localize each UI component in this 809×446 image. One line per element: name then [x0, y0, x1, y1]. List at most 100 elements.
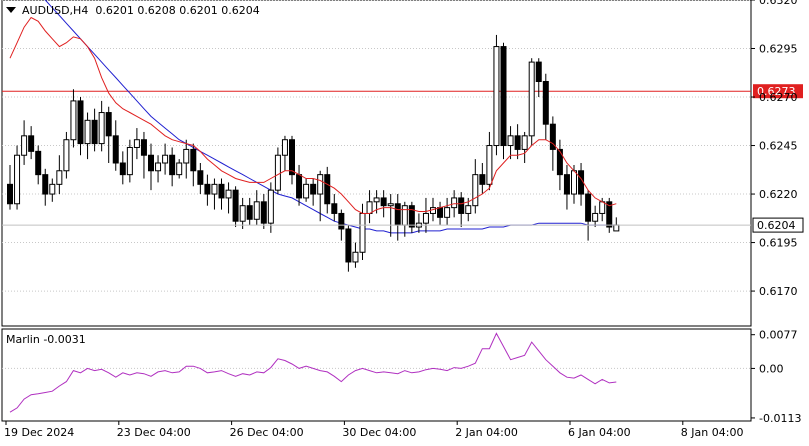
bear-candle-body: [549, 123, 556, 150]
bull-candle-body: [63, 139, 70, 172]
bear-candle-body: [77, 100, 84, 145]
candle: [63, 131, 70, 179]
time-axis-label: 8 Jan 04:00: [681, 426, 744, 439]
bull-candle-body: [176, 162, 183, 176]
candle: [112, 120, 119, 171]
bull-candle-body: [49, 183, 56, 195]
triangle-down-icon[interactable]: [6, 7, 16, 13]
candle: [556, 139, 563, 191]
bull-candle-body: [352, 251, 359, 263]
candle: [35, 145, 42, 185]
bear-candle-body: [514, 135, 521, 150]
bear-candle-body: [338, 212, 345, 230]
bear-candle-body: [500, 46, 507, 147]
candle: [84, 112, 91, 160]
bear-candle-body: [140, 139, 147, 156]
chart-header: AUDUSD,H4 0.6201 0.6208 0.6201 0.6204: [6, 4, 260, 17]
bear-candle-body: [563, 174, 570, 195]
bear-candle-body: [7, 183, 13, 205]
ma-fast-line-group: [9, 16, 617, 214]
bull-candle-body: [451, 197, 458, 209]
price-axis-label: 0.6245: [759, 140, 798, 153]
candle: [218, 178, 225, 210]
bull-candle-body: [444, 207, 451, 218]
time-axis[interactable]: 19 Dec 2024 23 Dec 04:00 26 Dec 04:00 30 De…: [4, 421, 743, 439]
bear-candle-body: [331, 203, 338, 214]
candle: [176, 159, 183, 179]
bull-candle-body: [599, 201, 606, 214]
bear-candle-body: [324, 174, 331, 205]
bear-candle-body: [542, 81, 549, 125]
candle: [133, 128, 140, 160]
candle: [126, 139, 133, 183]
bull-candle-body: [486, 145, 493, 185]
indicator-border: [1, 328, 752, 422]
indicator-axis-label: 0.00: [759, 362, 784, 375]
main-chart-border: [1, 0, 752, 327]
bull-candle-body: [274, 154, 281, 191]
bear-candle-body: [345, 228, 352, 263]
price-axis[interactable]: 0.6320 0.6295 0.6270 0.6245 0.6220 0.6195 0.61…: [2, 0, 804, 298]
candle: [246, 197, 253, 226]
candle: [535, 58, 542, 98]
bull-candle-body: [359, 212, 366, 253]
bull-candle-body: [472, 174, 479, 207]
candle: [578, 163, 585, 206]
bull-candle-body: [422, 212, 429, 224]
bull-candle-body: [281, 139, 288, 156]
bear-candle-body: [218, 183, 225, 199]
time-axis-label: 23 Dec 04:00: [117, 426, 191, 439]
candle: [274, 147, 281, 195]
bear-candle-body: [42, 174, 49, 195]
bull-candle-body: [613, 224, 620, 232]
candle: [394, 194, 401, 241]
bull-candle-body: [70, 100, 77, 141]
candle: [211, 178, 218, 210]
bear-candle-body: [260, 201, 267, 224]
candle: [289, 135, 295, 185]
candle: [49, 178, 56, 202]
candle: [148, 143, 154, 191]
candle: [42, 168, 49, 206]
bull-candle-body: [373, 197, 380, 203]
candle: [366, 190, 373, 224]
indicator-axis: 0.0077 0.00 -0.0113: [751, 329, 801, 425]
resistance-line-group[interactable]: 0.6273: [2, 84, 803, 99]
bull-candle-body: [401, 205, 408, 226]
candle: [162, 143, 169, 175]
candle: [507, 126, 514, 160]
bull-candle-body: [239, 205, 246, 222]
candle: [345, 225, 352, 272]
candle: [500, 42, 507, 160]
candle: [542, 73, 549, 140]
candle: [606, 197, 613, 233]
candle: [401, 201, 408, 237]
candle: [98, 100, 105, 152]
bear-candle-body: [394, 203, 401, 226]
candle: [281, 135, 288, 171]
candle: [253, 190, 260, 226]
bear-candle-body: [437, 207, 444, 218]
bear-candle-body: [556, 148, 563, 176]
bear-candle-body: [232, 189, 239, 222]
bull-candle-body: [366, 201, 373, 214]
candle: [613, 217, 620, 232]
bull-candle-body: [126, 146, 133, 176]
bull-candle-body: [317, 174, 324, 195]
bear-candle-body: [246, 205, 253, 220]
price-axis-label: 0.6170: [759, 285, 798, 298]
current-price-label: 0.6204: [757, 219, 796, 232]
bear-candle-body: [28, 135, 35, 152]
time-axis-label: 19 Dec 2024: [4, 426, 74, 439]
marlin-line: [9, 332, 617, 413]
candle: [239, 197, 246, 229]
indicator-axis-label: 0.0077: [759, 329, 798, 342]
bull-candle-body: [183, 148, 190, 164]
candle: [197, 163, 204, 195]
bear-candle-body: [535, 61, 542, 82]
main-chart-frame: [1, 0, 752, 327]
marlin-indicator-group: [2, 332, 751, 413]
bear-candle-body: [458, 197, 465, 214]
